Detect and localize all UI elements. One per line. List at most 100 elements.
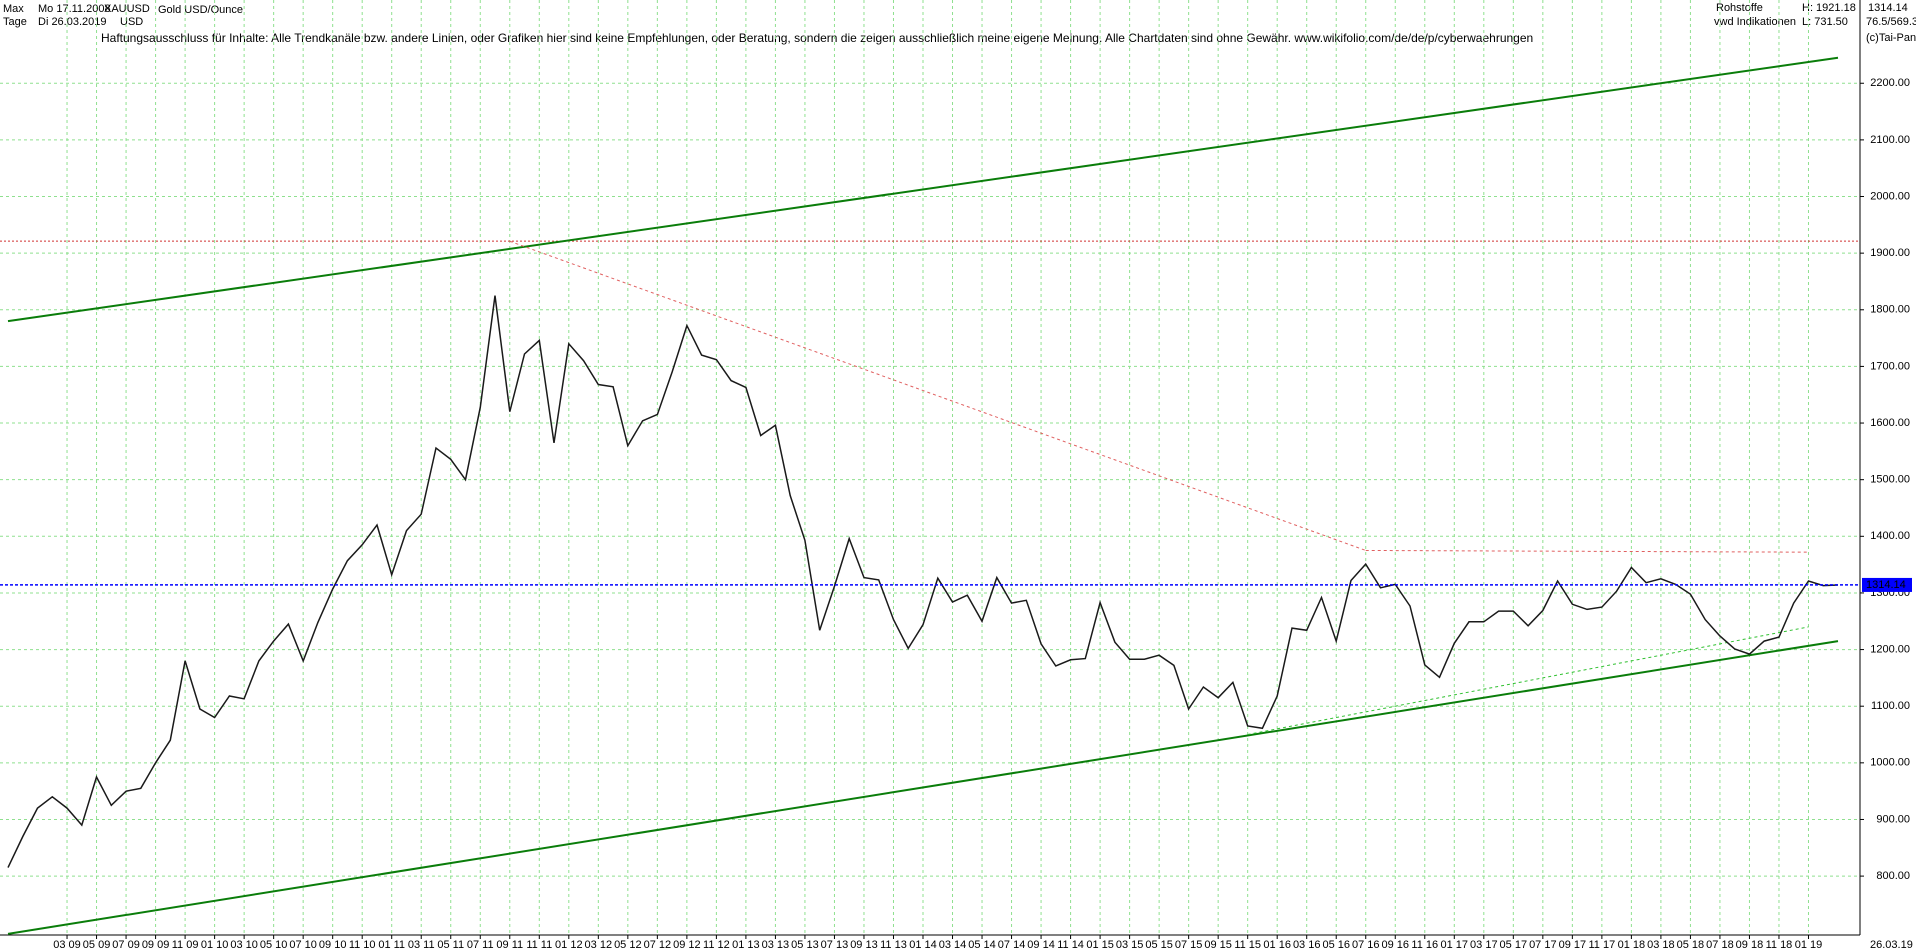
x-tick-label: 01 16 [1263,939,1291,951]
start-date: Mo 17.11.2008 [38,3,111,15]
x-tick-label: 11 18 [1766,939,1793,951]
x-tick-label: 05 13 [791,939,819,951]
x-tick-label: 09 15 [1204,939,1232,951]
x-tick-label: 05 16 [1322,939,1350,951]
x-tick-label: 11 11 [526,939,552,951]
source: vwd Indikationen [1714,16,1796,28]
x-tick-label: 05 12 [614,939,642,951]
x-tick-label: 11 14 [1057,939,1084,951]
x-tick-label: 03 18 [1647,939,1675,951]
x-tick-label: 07 14 [998,939,1026,951]
instrument-name: Gold USD/Ounce [158,4,243,16]
x-tick-label: 09 17 [1559,939,1587,951]
x-tick-label: 09 09 [142,939,170,951]
x-tick-label: 05 10 [260,939,288,951]
price-line [7,295,1839,868]
plot [0,0,1860,935]
x-tick-label: 03 09 [53,939,81,951]
x-tick-label: 01 18 [1618,939,1646,951]
x-tick-label: 01 13 [732,939,760,951]
x-tick-label: 11 09 [172,939,199,951]
x-tick-label: 03 14 [939,939,967,951]
y-tick-label: 2200.00 [1870,77,1910,89]
last-date: 26.03.19 [1870,939,1913,951]
y-tick-label: 1100.00 [1871,700,1910,712]
x-tick-label: 01 19 [1795,939,1823,951]
range: Max [3,3,24,15]
x-tick-label: 01 14 [909,939,937,951]
trendline [509,240,1366,551]
x-tick-label: 01 12 [555,939,583,951]
x-tick-label: 11 17 [1589,939,1616,951]
x-tick-label: 03 13 [762,939,790,951]
y-tick-label: 1700.00 [1870,360,1910,372]
x-tick-label: 03 16 [1293,939,1321,951]
trendline [1247,626,1809,736]
extra-info: 76.5/569.3 [1866,16,1916,28]
copyright: (c)Tai-Pan [1866,32,1916,44]
disclaimer: Haftungsausschluss für Inhalte: Alle Tre… [101,31,1533,45]
x-tick-label: 05 14 [968,939,996,951]
y-tick-label: 900.00 [1876,813,1910,825]
y-tick-label: 1800.00 [1870,304,1910,316]
x-tick-label: 09 18 [1736,939,1764,951]
y-tick-label: 2000.00 [1870,190,1910,202]
x-tick-label: 11 13 [880,939,907,951]
x-tick-label: 07 16 [1352,939,1380,951]
last-price-header: 1314.14 [1868,2,1908,14]
x-tick-label: 07 09 [112,939,140,951]
x-tick-label: 05 18 [1677,939,1705,951]
high-label: H: 1921.18 [1802,2,1856,14]
x-tick-label: 11 15 [1234,939,1261,951]
x-tick-label: 09 12 [673,939,701,951]
x-tick-label: 05 11 [437,939,464,951]
end-date: Di 26.03.2019 [38,16,107,28]
trendline [7,640,1839,935]
y-tick-label: 1000.00 [1870,757,1910,769]
y-tick-label: 1600.00 [1870,417,1910,429]
x-tick-label: 07 13 [821,939,849,951]
y-tick-label: 800.00 [1876,870,1910,882]
y-tick-label: 1500.00 [1870,474,1910,486]
x-tick-label: 11 12 [703,939,730,951]
x-tick-label: 01 17 [1441,939,1469,951]
x-tick-label: 07 17 [1529,939,1557,951]
x-tick-label: 03 17 [1470,939,1498,951]
low-label: L: 731.50 [1802,16,1848,28]
x-tick-label: 05 09 [83,939,111,951]
x-tick-label: 01 15 [1086,939,1114,951]
x-tick-label: 09 11 [496,939,523,951]
x-tick-label: 01 11 [378,939,405,951]
market: Rohstoffe [1716,2,1763,14]
x-tick-label: 07 12 [644,939,672,951]
y-tick-label: 1900.00 [1870,247,1910,259]
x-tick-label: 09 13 [850,939,878,951]
x-tick-label: 09 14 [1027,939,1055,951]
currency: USD [120,16,143,28]
y-tick-label: 2100.00 [1870,134,1910,146]
x-tick-label: 09 16 [1381,939,1409,951]
x-tick-label: 07 15 [1175,939,1203,951]
y-tick-label: 1400.00 [1870,530,1910,542]
x-tick-label: 11 16 [1411,939,1438,951]
last-price-tag [1862,577,1912,592]
x-tick-label: 07 18 [1706,939,1734,951]
last-price-label: 1314.14 [1866,579,1906,591]
trendline [7,56,1839,323]
x-tick-label: 09 10 [319,939,347,951]
trendline [1365,549,1809,553]
symbol: XAUUSD [104,3,150,15]
x-tick-label: 03 10 [230,939,258,951]
x-tick-label: 01 10 [201,939,229,951]
x-tick-label: 05 17 [1500,939,1528,951]
period: Tage [3,16,27,28]
x-tick-label: 07 10 [289,939,317,951]
x-tick-label: 07 11 [467,939,494,951]
x-tick-label: 03 15 [1116,939,1144,951]
x-tick-label: 11 10 [349,939,376,951]
y-tick-label: 1200.00 [1870,643,1910,655]
x-tick-label: 03 12 [585,939,613,951]
x-tick-label: 05 15 [1145,939,1173,951]
